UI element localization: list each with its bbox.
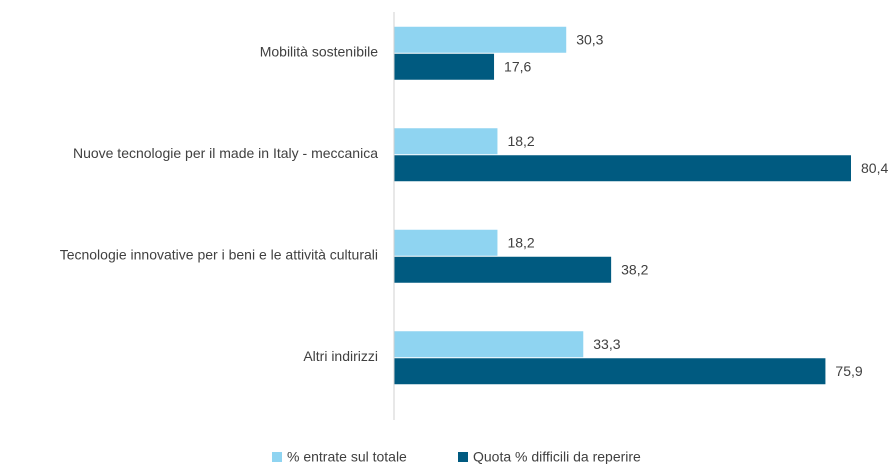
bar <box>394 331 584 358</box>
value-label: 33,3 <box>593 336 620 352</box>
legend-swatch <box>458 452 468 462</box>
value-label: 75,9 <box>835 363 862 379</box>
value-label: 30,3 <box>576 31 603 47</box>
bar <box>394 155 851 182</box>
value-label: 80,4 <box>861 160 888 176</box>
value-label: 38,2 <box>621 261 648 277</box>
bar <box>394 256 612 283</box>
bar <box>394 229 498 256</box>
bar <box>394 53 495 80</box>
bar <box>394 26 567 53</box>
legend-label: % entrate sul totale <box>287 449 407 464</box>
category-label: Tecnologie innovative per i beni e le at… <box>60 246 378 262</box>
bar <box>394 358 826 385</box>
category-label: Altri indirizzi <box>303 348 378 364</box>
value-label: 18,2 <box>507 234 534 250</box>
value-label: 18,2 <box>507 133 534 149</box>
legend-swatch <box>272 452 282 462</box>
bar <box>394 128 498 155</box>
value-label: 17,6 <box>504 58 531 74</box>
category-label: Nuove tecnologie per il made in Italy - … <box>73 145 378 161</box>
legend-label: Quota % difficili da reperire <box>473 449 641 464</box>
category-label: Mobilità sostenibile <box>260 43 378 59</box>
